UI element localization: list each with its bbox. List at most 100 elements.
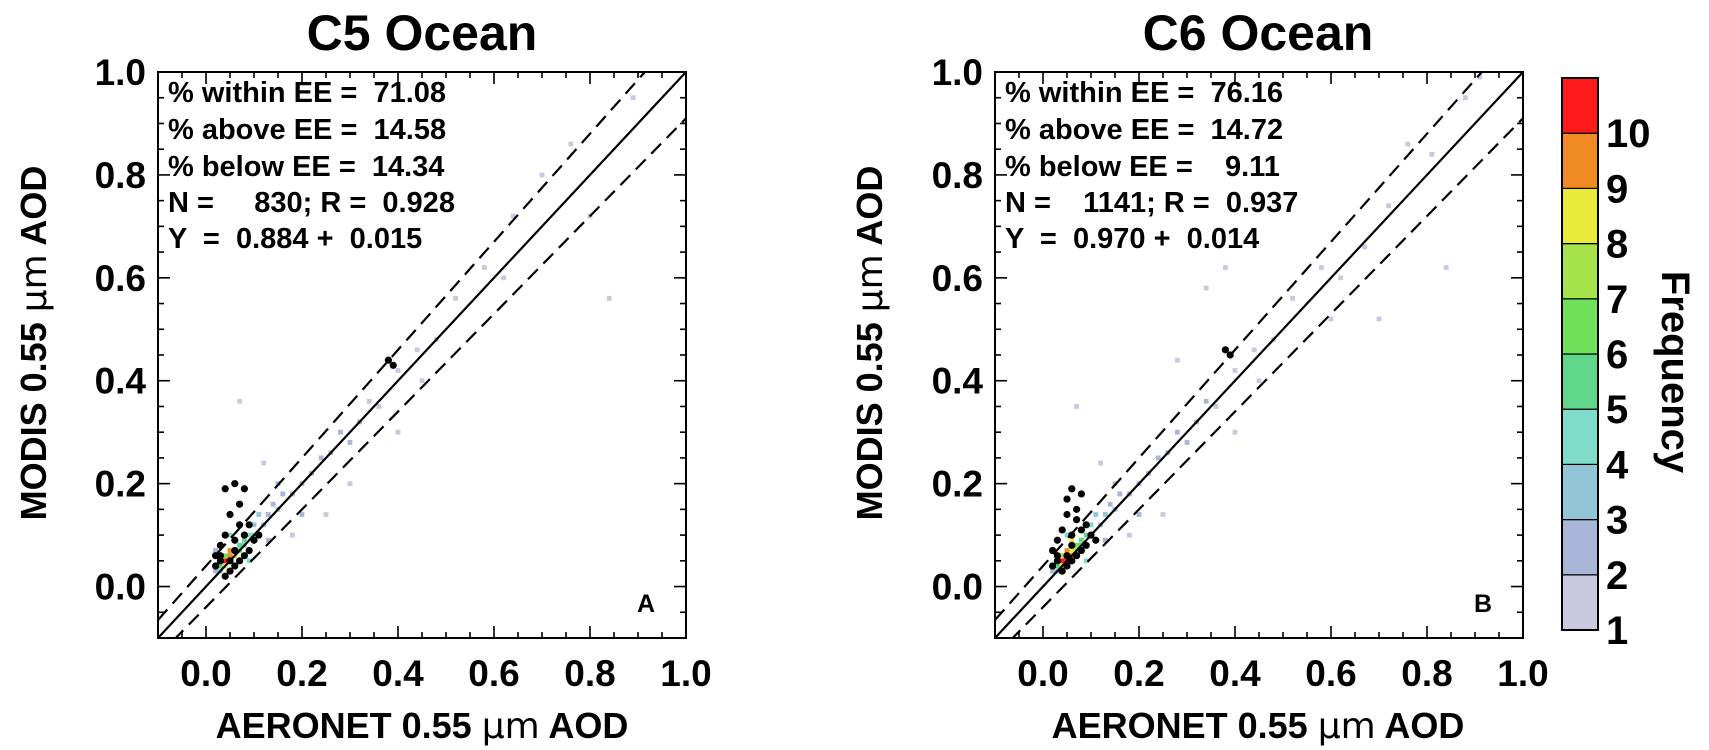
- density-cell: [1103, 537, 1108, 543]
- colorbar-swatch: [1561, 187, 1599, 245]
- mean-point: [240, 531, 248, 539]
- mean-point: [212, 562, 220, 570]
- density-cell: [227, 553, 233, 559]
- x-tick-label: 0.6: [468, 653, 519, 694]
- density-cell: [1155, 455, 1161, 461]
- mean-point: [1077, 546, 1085, 555]
- chart-title: C6 Ocean: [1143, 5, 1374, 61]
- mean-point: [384, 356, 392, 364]
- density-cell: [1074, 404, 1079, 409]
- density-cell: [280, 491, 286, 497]
- density-cell: [1386, 203, 1391, 209]
- density-cell: [347, 481, 353, 487]
- stats-block: % within EE = 76.16 % above EE = 14.72 %…: [1005, 77, 1298, 255]
- mean-point: [1058, 526, 1066, 534]
- y-tick-label: 0.2: [932, 464, 983, 505]
- density-cell: [1064, 548, 1070, 553]
- y-tick-label: 0.6: [932, 258, 983, 299]
- density-cell: [222, 558, 228, 564]
- mean-point: [221, 485, 229, 493]
- mean-point: [1053, 552, 1061, 560]
- ee-upper-line: [158, 72, 647, 621]
- mean-point: [1087, 531, 1095, 539]
- mean-point: [226, 510, 234, 519]
- density-cell: [1362, 244, 1367, 250]
- density-cell: [290, 532, 295, 538]
- density-cell: [1376, 316, 1382, 322]
- y-tick-label: 0.8: [932, 155, 983, 196]
- x-tick-label: 0.6: [1305, 653, 1356, 694]
- mean-point: [1063, 552, 1071, 560]
- y-tick-label: 1.0: [932, 52, 983, 93]
- density-cell: [347, 440, 353, 445]
- y-axis-label-unit: μm: [14, 254, 55, 312]
- density-cell: [501, 275, 506, 281]
- x-axis-label: AERONET 0.55 μm AOD: [216, 705, 629, 747]
- density-cell: [1232, 368, 1238, 373]
- stat-fit: Y = 0.884 + 0.015: [168, 223, 422, 255]
- mean-point: [221, 531, 229, 539]
- colorbar-label: Frequency: [1653, 271, 1697, 474]
- density-cell: [266, 512, 271, 517]
- stat-within-ee: % within EE = 76.16: [1005, 77, 1283, 109]
- y-tick-label: 1.0: [95, 52, 146, 93]
- colorbar-tick-label: 3: [1606, 499, 1628, 543]
- density-cell: [482, 265, 487, 270]
- mean-point: [255, 531, 263, 539]
- colorbar-tick-label: 8: [1606, 223, 1628, 267]
- density-cell: [568, 141, 574, 147]
- one-to-one-line: [158, 72, 686, 638]
- density-cell: [227, 548, 233, 553]
- y-tick-label: 0.2: [95, 464, 146, 505]
- stats-block: % within EE = 71.08 % above EE = 14.58 %…: [168, 77, 455, 255]
- mean-point: [1049, 546, 1057, 555]
- y-axis-label-prefix: MODIS 0.55: [849, 312, 890, 520]
- colorbar-tick-label: 6: [1606, 333, 1628, 377]
- x-tick-label: 1.0: [660, 653, 711, 694]
- density-cell: [1107, 501, 1113, 507]
- mean-point: [1082, 541, 1090, 549]
- density-cell: [266, 537, 271, 543]
- mean-point: [216, 557, 224, 565]
- mean-point: [1221, 346, 1229, 354]
- y-tick-label: 0.4: [95, 361, 147, 402]
- colorbar-tick-label: 10: [1606, 112, 1651, 156]
- y-axis-label: MODIS 0.55 μm AOD: [13, 166, 55, 521]
- mean-point: [1068, 541, 1076, 549]
- density-cell: [414, 347, 420, 353]
- density-cell: [1088, 522, 1094, 528]
- stat-n-r: N = 830; R = 0.928: [168, 187, 455, 219]
- x-tick-label: 0.2: [1113, 653, 1164, 694]
- mean-point: [1068, 485, 1076, 493]
- density-cell: [453, 296, 458, 301]
- density-cell: [1064, 532, 1070, 538]
- stat-above-ee: % above EE = 14.58: [168, 114, 446, 146]
- density-cell: [1429, 151, 1435, 157]
- density-cell: [395, 368, 401, 373]
- density-cell: [246, 558, 252, 564]
- mean-point: [231, 480, 239, 488]
- mean-point: [240, 485, 248, 493]
- one-to-one-line: [995, 72, 1523, 638]
- density-cell: [539, 172, 545, 178]
- mean-point: [231, 562, 239, 570]
- mean-point: [245, 546, 253, 555]
- mean-point: [1049, 562, 1057, 570]
- mean-point: [1082, 521, 1090, 529]
- density-cell: [323, 512, 329, 517]
- density-cell: [1117, 491, 1123, 497]
- density-cell: [227, 532, 233, 538]
- density-cell: [1232, 429, 1238, 435]
- density-cell: [1069, 537, 1075, 543]
- stat-below-ee: % below EE = 9.11: [1005, 151, 1280, 183]
- colorbar-swatch: [1561, 408, 1599, 466]
- density-cell: [376, 404, 382, 409]
- y-tick-label: 0.0: [932, 567, 983, 608]
- density-cell: [1463, 95, 1468, 101]
- mean-point: [1068, 557, 1076, 565]
- x-axis-label: AERONET 0.55 μm AOD: [1052, 705, 1465, 747]
- panel-c6-ocean: C6 Ocean 0.0 0.2 0.4 0.6 0.8 1.00.00.20.40.60…: [849, 5, 1549, 747]
- panel-c5-ocean: C5 Ocean 0.0 0.2 0.4 0.6 0.8 1.00.00.20.40.60…: [13, 5, 712, 747]
- density-cell: [222, 553, 228, 559]
